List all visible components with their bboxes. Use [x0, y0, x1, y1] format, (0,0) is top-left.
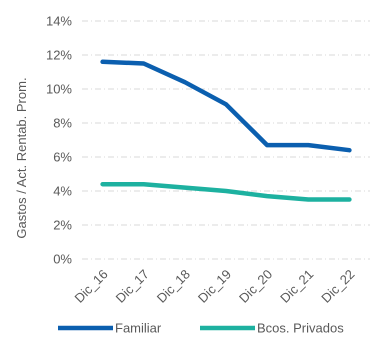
- x-tick-label: Dic_21: [277, 267, 316, 306]
- x-tick-label: Dic_22: [318, 267, 357, 306]
- x-tick-label: Dic_18: [154, 267, 193, 306]
- x-tick-label: Dic_17: [113, 267, 152, 306]
- series-line: [100, 59, 352, 153]
- y-tick-label: 8%: [53, 116, 72, 131]
- legend: Familiar Bcos. Privados: [58, 321, 344, 336]
- y-tick-label: 0%: [53, 252, 72, 267]
- gridlines: [82, 20, 370, 260]
- y-tick-label: 12%: [46, 48, 72, 63]
- y-tick-label: 14%: [46, 14, 72, 29]
- legend-label: Familiar: [115, 321, 162, 336]
- series-lines: [100, 59, 352, 202]
- x-tick-label: Dic_19: [195, 267, 234, 306]
- x-axis-ticks: Dic_16 Dic_17 Dic_18 Dic_19 Dic_20 Dic_21 Dic_…: [71, 267, 357, 306]
- y-axis-label: Gastos / Act. Rentab. Prom.: [14, 77, 29, 238]
- x-tick-label: Dic_20: [236, 267, 275, 306]
- x-tick-label: Dic_16: [71, 267, 110, 306]
- y-tick-label: 10%: [46, 82, 72, 97]
- y-tick-label: 4%: [53, 184, 72, 199]
- y-tick-label: 6%: [53, 150, 72, 165]
- y-tick-label: 2%: [53, 218, 72, 233]
- y-axis-ticks: 0% 2% 4% 6% 8% 10% 12% 14%: [46, 14, 72, 267]
- legend-label: Bcos. Privados: [257, 321, 344, 336]
- series-line: [100, 181, 352, 202]
